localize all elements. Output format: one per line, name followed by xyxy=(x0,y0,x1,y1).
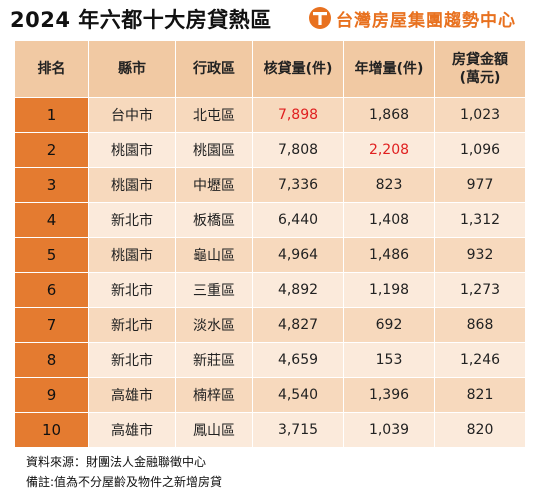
cell-district: 板橋區 xyxy=(175,202,253,238)
cell-rank: 1 xyxy=(14,97,89,133)
header-loans: 核貸量(件) xyxy=(252,40,344,98)
cell-loans: 3,715 xyxy=(252,412,344,448)
cell-city: 新北市 xyxy=(88,342,176,378)
header-district: 行政區 xyxy=(175,40,253,98)
header-city: 縣市 xyxy=(88,40,176,98)
cell-rank: 4 xyxy=(14,202,89,238)
header-rank: 排名 xyxy=(14,40,89,98)
page-header: 2024 年六都十大房貸熱區 台灣房屋集團趨勢中心 xyxy=(0,0,537,36)
table-row: 5 桃園市 龜山區 4,964 1,486 932 xyxy=(14,237,526,273)
brand: 台灣房屋集團趨勢中心 xyxy=(308,5,516,31)
cell-growth: 2,208 xyxy=(343,132,435,168)
table-row: 1 台中市 北屯區 7,898 1,868 1,023 xyxy=(14,97,526,133)
cell-rank: 2 xyxy=(14,132,89,168)
table-row: 10 高雄市 鳳山區 3,715 1,039 820 xyxy=(14,412,526,448)
cell-amount: 1,312 xyxy=(434,202,526,238)
cell-city: 桃園市 xyxy=(88,167,176,203)
cell-growth: 1,486 xyxy=(343,237,435,273)
cell-loans: 4,892 xyxy=(252,272,344,308)
cell-city: 新北市 xyxy=(88,272,176,308)
brand-name: 台灣房屋集團趨勢中心 xyxy=(336,10,516,31)
cell-city: 高雄市 xyxy=(88,377,176,413)
cell-growth: 1,396 xyxy=(343,377,435,413)
cell-district: 淡水區 xyxy=(175,307,253,343)
table-row: 7 新北市 淡水區 4,827 692 868 xyxy=(14,307,526,343)
cell-rank: 6 xyxy=(14,272,89,308)
cell-city: 台中市 xyxy=(88,97,176,133)
table-row: 3 桃園市 中壢區 7,336 823 977 xyxy=(14,167,526,203)
cell-loans: 6,440 xyxy=(252,202,344,238)
remark-note: 備註:值為不分屋齡及物件之新增房貸 xyxy=(26,475,223,489)
cell-growth: 1,408 xyxy=(343,202,435,238)
cell-city: 新北市 xyxy=(88,307,176,343)
cell-district: 龜山區 xyxy=(175,237,253,273)
cell-growth: 823 xyxy=(343,167,435,203)
cell-amount: 820 xyxy=(434,412,526,448)
table-header-row: 排名 縣市 行政區 核貸量(件) 年增量(件) 房貸金額 (萬元) xyxy=(14,40,526,98)
cell-loans: 7,898 xyxy=(252,97,344,133)
cell-growth: 1,868 xyxy=(343,97,435,133)
header-amount: 房貸金額 (萬元) xyxy=(434,40,526,98)
cell-rank: 10 xyxy=(14,412,89,448)
cell-rank: 5 xyxy=(14,237,89,273)
cell-loans: 4,964 xyxy=(252,237,344,273)
cell-amount: 868 xyxy=(434,307,526,343)
cell-loans: 7,808 xyxy=(252,132,344,168)
source-note: 資料來源：財團法人金融聯徵中心 xyxy=(26,455,207,469)
cell-growth: 1,198 xyxy=(343,272,435,308)
footer: 資料來源：財團法人金融聯徵中心 備註:值為不分屋齡及物件之新增房貸 xyxy=(26,452,222,492)
table-row: 9 高雄市 楠梓區 4,540 1,396 821 xyxy=(14,377,526,413)
cell-loans: 4,540 xyxy=(252,377,344,413)
cell-city: 桃園市 xyxy=(88,132,176,168)
cell-loans: 7,336 xyxy=(252,167,344,203)
cell-loans: 4,827 xyxy=(252,307,344,343)
table-body: 1 台中市 北屯區 7,898 1,868 1,023 2 桃園市 桃園區 7,808 2,208 1… xyxy=(14,97,526,448)
taiwan-realty-logo-icon xyxy=(309,7,331,29)
cell-amount: 821 xyxy=(434,377,526,413)
cell-amount: 932 xyxy=(434,237,526,273)
page-title: 2024 年六都十大房貸熱區 xyxy=(10,8,272,32)
cell-district: 中壢區 xyxy=(175,167,253,203)
cell-district: 鳳山區 xyxy=(175,412,253,448)
cell-city: 桃園市 xyxy=(88,237,176,273)
table-row: 4 新北市 板橋區 6,440 1,408 1,312 xyxy=(14,202,526,238)
header-growth: 年增量(件) xyxy=(343,40,435,98)
cell-district: 桃園區 xyxy=(175,132,253,168)
cell-district: 三重區 xyxy=(175,272,253,308)
loan-hotspot-table: 排名 縣市 行政區 核貸量(件) 年增量(件) 房貸金額 (萬元) 1 台中市 北屯… xyxy=(14,40,526,448)
cell-district: 新莊區 xyxy=(175,342,253,378)
cell-amount: 1,096 xyxy=(434,132,526,168)
cell-city: 高雄市 xyxy=(88,412,176,448)
cell-rank: 7 xyxy=(14,307,89,343)
cell-amount: 977 xyxy=(434,167,526,203)
cell-growth: 1,039 xyxy=(343,412,435,448)
cell-district: 楠梓區 xyxy=(175,377,253,413)
cell-city: 新北市 xyxy=(88,202,176,238)
cell-rank: 8 xyxy=(14,342,89,378)
cell-rank: 3 xyxy=(14,167,89,203)
table-row: 8 新北市 新莊區 4,659 153 1,246 xyxy=(14,342,526,378)
cell-amount: 1,246 xyxy=(434,342,526,378)
cell-growth: 692 xyxy=(343,307,435,343)
cell-amount: 1,273 xyxy=(434,272,526,308)
cell-district: 北屯區 xyxy=(175,97,253,133)
cell-amount: 1,023 xyxy=(434,97,526,133)
cell-loans: 4,659 xyxy=(252,342,344,378)
table-row: 6 新北市 三重區 4,892 1,198 1,273 xyxy=(14,272,526,308)
cell-growth: 153 xyxy=(343,342,435,378)
table-row: 2 桃園市 桃園區 7,808 2,208 1,096 xyxy=(14,132,526,168)
cell-rank: 9 xyxy=(14,377,89,413)
